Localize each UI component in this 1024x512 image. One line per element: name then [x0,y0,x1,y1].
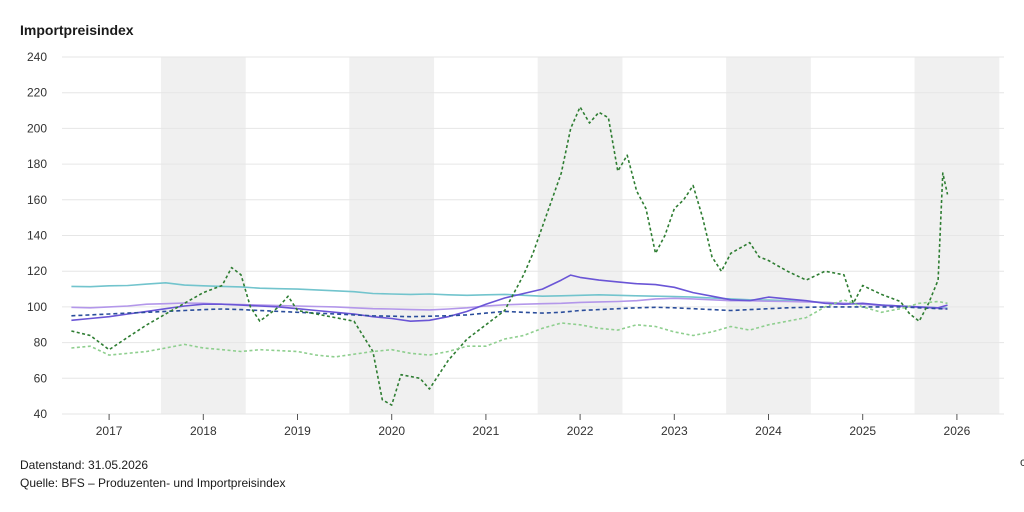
x-tick-label: 2025 [849,424,876,438]
series-line-5 [71,106,949,406]
chart-title: Importpreisindex [20,22,134,38]
series-line-6 [71,299,948,358]
y-tick-label: 120 [27,264,47,278]
y-tick-label: 80 [34,336,48,350]
x-tick-label: 2022 [567,424,594,438]
y-tick-label: 140 [27,229,47,243]
y-tick-label: 200 [27,121,47,135]
series-line-4 [71,306,948,318]
y-tick-label: 60 [34,371,48,385]
y-tick-label: 100 [27,300,47,314]
source-label: Quelle: BFS – Produzenten- und Importpre… [20,476,286,490]
grid-lines [62,56,1004,415]
x-tick-label: 2018 [190,424,217,438]
x-tick-label: 2024 [755,424,782,438]
chart-footer: Datenstand: 31.05.2026 Quelle: BFS – Pro… [20,456,285,492]
y-tick-label: 160 [27,193,47,207]
y-tick-label: 180 [27,157,47,171]
stray-mark: c [1020,455,1024,469]
x-axis: 2017 2018 2019 2020 2021 2022 2023 2024 2025 2026 [96,414,971,438]
x-tick-label: 2020 [378,424,405,438]
series-lines [71,106,949,406]
x-tick-label: 2019 [284,424,311,438]
data-date-label: Datenstand: 31.05.2026 [20,458,149,472]
x-tick-label: 2017 [96,424,123,438]
y-tick-label: 40 [34,407,48,421]
x-tick-label: 2021 [473,424,500,438]
x-tick-label: 2023 [661,424,688,438]
y-tick-label: 220 [27,86,47,100]
y-tick-label: 240 [27,50,47,64]
x-tick-label: 2026 [944,424,971,438]
series-line-3 [71,274,948,322]
y-axis: 40 60 80 100 120 140 160 180 200 220 240 [27,50,47,421]
